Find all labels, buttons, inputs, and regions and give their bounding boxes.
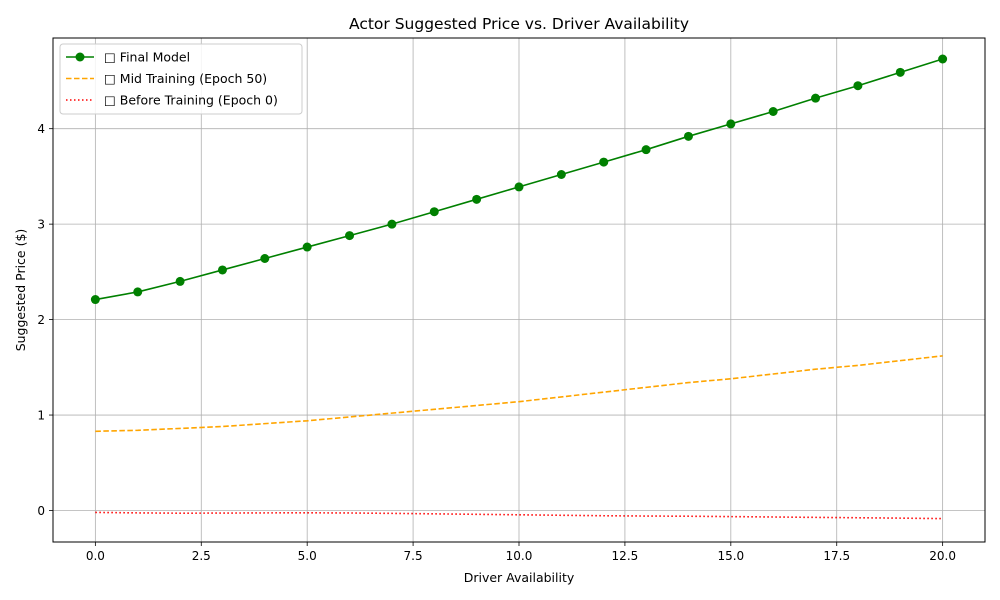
- data-point: [726, 119, 736, 129]
- data-point: [556, 170, 566, 179]
- series-line-2: [95, 511, 943, 520]
- data-point: [387, 219, 397, 229]
- x-tick-label: 7.5: [404, 549, 423, 563]
- x-tick-label: 20.0: [929, 549, 956, 563]
- legend-label: □ Mid Training (Epoch 50): [104, 71, 267, 86]
- legend-marker: [75, 52, 85, 62]
- x-tick-label: 10.0: [506, 549, 533, 563]
- y-tick-label: 4: [37, 122, 45, 136]
- x-tick-label: 2.5: [192, 549, 211, 563]
- y-tick-label: 1: [37, 409, 45, 423]
- data-point: [768, 107, 778, 116]
- x-tick-label: 15.0: [717, 549, 744, 563]
- legend-box: [59, 43, 303, 115]
- data-point: [683, 131, 693, 141]
- data-point: [133, 287, 143, 297]
- data-point: [90, 295, 100, 305]
- data-point: [895, 67, 905, 77]
- legend: □ Final Model □ Mid Training (Epoch 50) □ …: [59, 43, 303, 115]
- data-point: [599, 157, 609, 167]
- data-point: [175, 276, 185, 286]
- y-tick-label: 0: [37, 504, 45, 518]
- y-axis-label: Suggested Price ($): [13, 229, 28, 352]
- x-tick-label: 12.5: [612, 549, 639, 563]
- series-line-1: [95, 355, 943, 433]
- data-point: [345, 231, 355, 241]
- series-layer: [90, 54, 948, 520]
- x-axis-label: Driver Availability: [464, 570, 575, 585]
- legend-label: □ Final Model: [104, 50, 190, 65]
- legend-label: □ Before Training (Epoch 0): [104, 93, 278, 108]
- x-tick-label: 5.0: [298, 549, 317, 563]
- data-point: [260, 254, 270, 263]
- data-point: [938, 54, 948, 64]
- data-point: [853, 81, 863, 91]
- y-tick-label: 3: [37, 218, 45, 232]
- x-tick-label: 0.0: [86, 549, 105, 563]
- data-point: [302, 242, 312, 252]
- data-point: [514, 182, 524, 192]
- data-point: [217, 265, 227, 275]
- data-point: [641, 145, 651, 155]
- data-point: [472, 194, 482, 204]
- grid: [53, 38, 985, 542]
- y-tick-label: 2: [37, 313, 45, 327]
- data-point: [429, 207, 439, 217]
- axis-ticks: 0.0 2.5 5.0 7.5 10.0 12.5 15.0 17.5 20.0 0 1 2 3 4: [37, 122, 956, 563]
- chart-title: Actor Suggested Price vs. Driver Availab…: [349, 15, 689, 33]
- x-tick-label: 17.5: [823, 549, 850, 563]
- data-point: [811, 93, 821, 103]
